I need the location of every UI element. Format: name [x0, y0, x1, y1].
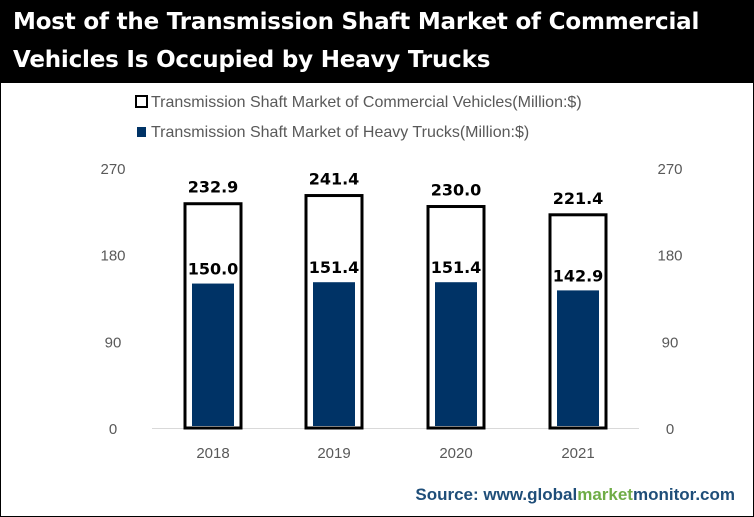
x-axis-tick-label: 2019 [317, 445, 350, 462]
title-bar: Most of the Transmission Shaft Market of… [1, 1, 753, 83]
bar-heavy-trucks [435, 282, 477, 426]
legend-swatch-heavy-trucks [137, 127, 146, 137]
chart-title-line-2: Vehicles Is Occupied by Heavy Trucks [13, 47, 491, 73]
y-axis-left-tick-label: 0 [109, 421, 117, 438]
data-label-heavy-trucks: 151.4 [431, 258, 482, 277]
data-label-commercial-vehicles: 221.4 [553, 189, 604, 208]
y-axis-left-tick-label: 180 [100, 248, 125, 265]
legend-swatch-commercial-vehicles [135, 95, 148, 108]
data-label-heavy-trucks: 142.9 [553, 266, 604, 285]
x-axis-tick-label: 2021 [561, 445, 594, 462]
x-axis-tick-label: 2020 [439, 445, 472, 462]
bar-heavy-trucks [313, 282, 355, 426]
legend-label-heavy-trucks: Transmission Shaft Market of Heavy Truck… [151, 124, 529, 141]
bar-heavy-trucks [557, 290, 599, 426]
y-axis-right-tick-label: 90 [662, 334, 679, 351]
source-suffix: .com [695, 485, 735, 504]
data-label-commercial-vehicles: 232.9 [188, 178, 239, 197]
data-label-heavy-trucks: 150.0 [188, 260, 239, 279]
source-monitor: monitor [632, 485, 696, 504]
data-label-commercial-vehicles: 241.4 [309, 170, 360, 189]
y-axis-right-tick-label: 180 [657, 248, 682, 265]
y-axis-right-tick-label: 0 [666, 421, 674, 438]
chart-title-line-1: Most of the Transmission Shaft Market of… [13, 9, 700, 35]
source-prefix: Source: www. [415, 485, 528, 504]
source-credit: Source: www.globalmarketmonitor.com [415, 485, 735, 505]
data-label-heavy-trucks: 151.4 [309, 258, 360, 277]
x-axis-tick-label: 2018 [196, 445, 229, 462]
y-axis-left-tick-label: 90 [105, 334, 122, 351]
source-market: market [577, 485, 633, 504]
data-label-commercial-vehicles: 230.0 [431, 181, 482, 200]
bar-heavy-trucks [192, 283, 234, 426]
y-axis-left-tick-label: 270 [100, 161, 125, 178]
y-axis-right-tick-label: 270 [657, 161, 682, 178]
legend-label-commercial-vehicles: Transmission Shaft Market of Commercial … [151, 94, 582, 111]
source-global: global [527, 485, 578, 504]
